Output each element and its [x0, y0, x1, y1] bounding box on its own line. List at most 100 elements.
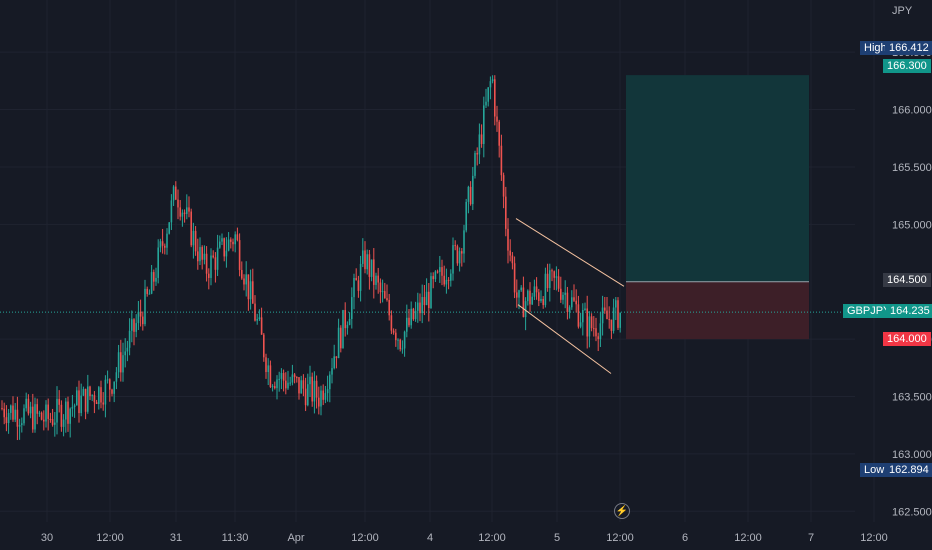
candle-body: [29, 406, 32, 414]
candle-body: [617, 300, 619, 328]
candle-body: [172, 186, 175, 201]
candle-body: [260, 317, 263, 335]
candle-body: [551, 270, 553, 272]
candle-body: [445, 279, 448, 285]
candle-body: [212, 255, 214, 258]
candle-body: [307, 384, 309, 406]
time-tick-label: 12:00: [351, 532, 379, 544]
lightning-icon[interactable]: ⚡: [614, 503, 630, 519]
candle-body: [186, 207, 188, 214]
candle-body: [69, 408, 71, 424]
candle-body: [425, 291, 428, 306]
candle-body: [421, 297, 423, 314]
time-tick-label: 12:00: [478, 532, 506, 544]
candle-body: [423, 297, 426, 306]
currency-label: JPY: [892, 5, 913, 17]
candle-body: [313, 380, 316, 402]
candle-body: [256, 318, 258, 321]
candle-body: [599, 323, 602, 340]
candle-body: [357, 280, 360, 291]
candle-body: [533, 286, 536, 297]
candle-body: [157, 247, 159, 278]
candle-body: [3, 408, 5, 418]
candle-body: [542, 298, 544, 306]
candle-body: [469, 186, 472, 205]
candle-body: [489, 81, 492, 88]
candle-body: [208, 273, 210, 278]
candle-body: [51, 419, 54, 425]
low-label-tag: Low: [860, 463, 889, 477]
candle-body: [164, 245, 166, 248]
candle-body: [117, 352, 120, 373]
candle-body: [590, 316, 593, 329]
candle-body: [216, 247, 219, 270]
candle-body: [245, 274, 247, 285]
candle-body: [32, 406, 34, 430]
candle-body: [102, 402, 104, 405]
candle-body: [73, 405, 76, 407]
candle-body: [564, 292, 566, 295]
stop-price-tag: 164.000: [883, 332, 931, 346]
candle-body: [417, 302, 419, 311]
candle-body: [190, 211, 192, 246]
candle-body: [56, 398, 58, 423]
candle-body: [436, 271, 439, 273]
candle-body: [518, 290, 520, 298]
candle-body: [586, 308, 588, 337]
candle-body: [410, 308, 412, 326]
candle-body: [498, 121, 500, 146]
candle-body: [227, 239, 230, 251]
candle-body: [142, 316, 144, 325]
candle-body: [194, 230, 197, 252]
channel-lower-line: [517, 304, 612, 374]
candle-body: [577, 304, 580, 327]
candle-body: [461, 251, 463, 254]
entry-price-tag: 164.500: [883, 273, 931, 287]
candle-body: [342, 310, 344, 349]
candle-body: [555, 276, 558, 278]
candle-body: [7, 412, 10, 424]
candle-body: [612, 307, 615, 331]
candle-body: [529, 290, 531, 305]
candle-body: [601, 307, 604, 324]
candle-body: [419, 302, 421, 314]
candle-body: [221, 238, 223, 242]
candle-body: [47, 404, 49, 419]
candle-body: [311, 376, 313, 402]
candle-body: [370, 259, 373, 277]
candle-body: [322, 390, 324, 400]
candle-body: [106, 379, 109, 381]
candle-body: [366, 254, 368, 270]
candle-body: [507, 228, 509, 251]
candle-body: [89, 386, 91, 397]
candle-body: [291, 374, 294, 383]
candle-body: [168, 222, 170, 234]
candle-body: [243, 278, 245, 285]
candle-body: [485, 101, 487, 106]
candle-body: [403, 331, 406, 349]
candle-body: [388, 300, 390, 316]
candle-body: [619, 312, 621, 328]
candle-body: [249, 281, 252, 300]
time-tick-label: 11:30: [222, 532, 249, 544]
candle-body: [579, 322, 582, 327]
candle-body: [384, 291, 386, 299]
candle-body: [271, 386, 274, 388]
candle-body: [150, 272, 153, 294]
candle-body: [355, 277, 357, 281]
candle-body: [109, 379, 111, 390]
candle-body: [93, 395, 96, 403]
candle-body: [166, 233, 168, 248]
candle-body: [353, 277, 355, 298]
candle-body: [67, 401, 69, 424]
candle-body: [126, 347, 129, 352]
candle-body: [27, 398, 30, 414]
candle-body: [78, 390, 80, 414]
candle-body: [390, 315, 393, 331]
symbol-tag: GBPJPY: [843, 304, 895, 318]
candle-body: [439, 267, 441, 272]
candle-body: [535, 286, 538, 293]
candle-body: [395, 332, 397, 341]
candle-body: [318, 397, 320, 407]
